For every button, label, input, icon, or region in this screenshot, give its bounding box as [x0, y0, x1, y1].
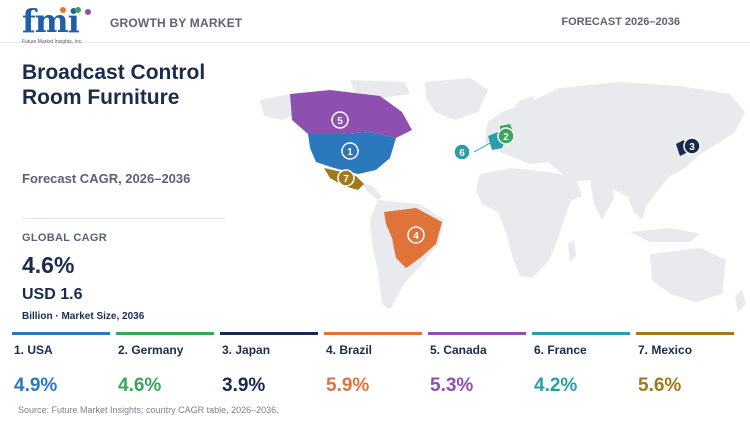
country-cagr: 5.6% [638, 375, 682, 396]
country-name: 5. Canada [430, 343, 487, 357]
country-name: 4. Brazil [326, 343, 373, 357]
marker-mexico[interactable]: 7 [337, 169, 355, 187]
country-card-brazil[interactable]: 4. Brazil 5.9% [324, 332, 422, 402]
logo-dot-orange [60, 7, 66, 13]
logo-subtitle: Future Market Insights, Inc. [22, 39, 83, 45]
marker-mexico-label: 7 [343, 174, 349, 185]
marker-france[interactable]: 6 [453, 143, 471, 161]
header: fmi Future Market Insights, Inc. GROWTH … [0, 0, 750, 45]
marker-canada[interactable]: 5 [331, 111, 349, 129]
country-name: 6. France [534, 343, 587, 357]
logo-dot-purple [85, 9, 91, 15]
country-bar [220, 332, 318, 335]
country-cagr: 4.6% [118, 375, 162, 396]
country-name: 2. Germany [118, 343, 184, 357]
marker-japan[interactable]: 3 [683, 137, 701, 155]
forecast-range: FORECAST 2026–2036 [561, 16, 680, 28]
country-card-mexico[interactable]: 7. Mexico 5.6% [636, 332, 734, 402]
marker-brazil[interactable]: 4 [407, 226, 425, 244]
country-name: 3. Japan [222, 343, 271, 357]
divider [22, 218, 225, 219]
country-card-france[interactable]: 6. France 4.2% [532, 332, 630, 402]
global-cagr-label: GLOBAL CAGR [22, 232, 107, 244]
country-strip: 1. USA 4.9% 2. Germany 4.6% 3. Japan 3.9… [12, 332, 750, 402]
country-name: 7. Mexico [638, 343, 693, 357]
country-bar [324, 332, 422, 335]
logo-dot-green [75, 7, 81, 13]
country-bar [428, 332, 526, 335]
marker-germany-label: 2 [503, 132, 509, 143]
global-cagr-value: 4.6% [22, 252, 75, 278]
marker-germany[interactable]: 2 [497, 127, 515, 145]
marker-japan-label: 3 [689, 142, 695, 153]
country-card-canada[interactable]: 5. Canada 5.3% [428, 332, 526, 402]
country-cagr: 5.3% [430, 375, 474, 396]
marker-canada-label: 5 [337, 116, 343, 127]
marker-brazil-label: 4 [413, 231, 419, 242]
country-bar [532, 332, 630, 335]
country-bar [636, 332, 734, 335]
market-size-note: Billion · Market Size, 2036 [22, 311, 145, 322]
country-cagr: 4.2% [534, 375, 578, 396]
source-note: Source: Future Market Insights; country … [18, 405, 279, 415]
marker-usa[interactable]: 1 [341, 142, 359, 160]
country-card-germany[interactable]: 2. Germany 4.6% [116, 332, 214, 402]
page-title: Broadcast Control Room Furniture [22, 61, 206, 109]
country-name: 1. USA [14, 343, 53, 357]
fmi-logo[interactable]: fmi Future Market Insights, Inc. [22, 2, 92, 45]
country-bar [12, 332, 110, 335]
logo-text: fmi [22, 2, 80, 40]
page-subtitle: Forecast CAGR, 2026–2036 [22, 171, 191, 186]
world-map: 1 2 3 4 5 6 7 [260, 78, 746, 312]
region-canada[interactable] [290, 90, 412, 138]
country-cagr: 4.9% [14, 375, 58, 396]
country-cagr: 5.9% [326, 375, 370, 396]
country-bar [116, 332, 214, 335]
marker-france-label: 6 [459, 148, 465, 159]
country-card-usa[interactable]: 1. USA 4.9% [12, 332, 110, 402]
country-card-japan[interactable]: 3. Japan 3.9% [220, 332, 318, 402]
leader-line-france [473, 141, 493, 153]
section-label: GROWTH BY MARKET [110, 16, 243, 30]
market-size-value: USD 1.6 [22, 286, 83, 303]
country-cagr: 3.9% [222, 375, 266, 396]
marker-usa-label: 1 [347, 147, 353, 158]
